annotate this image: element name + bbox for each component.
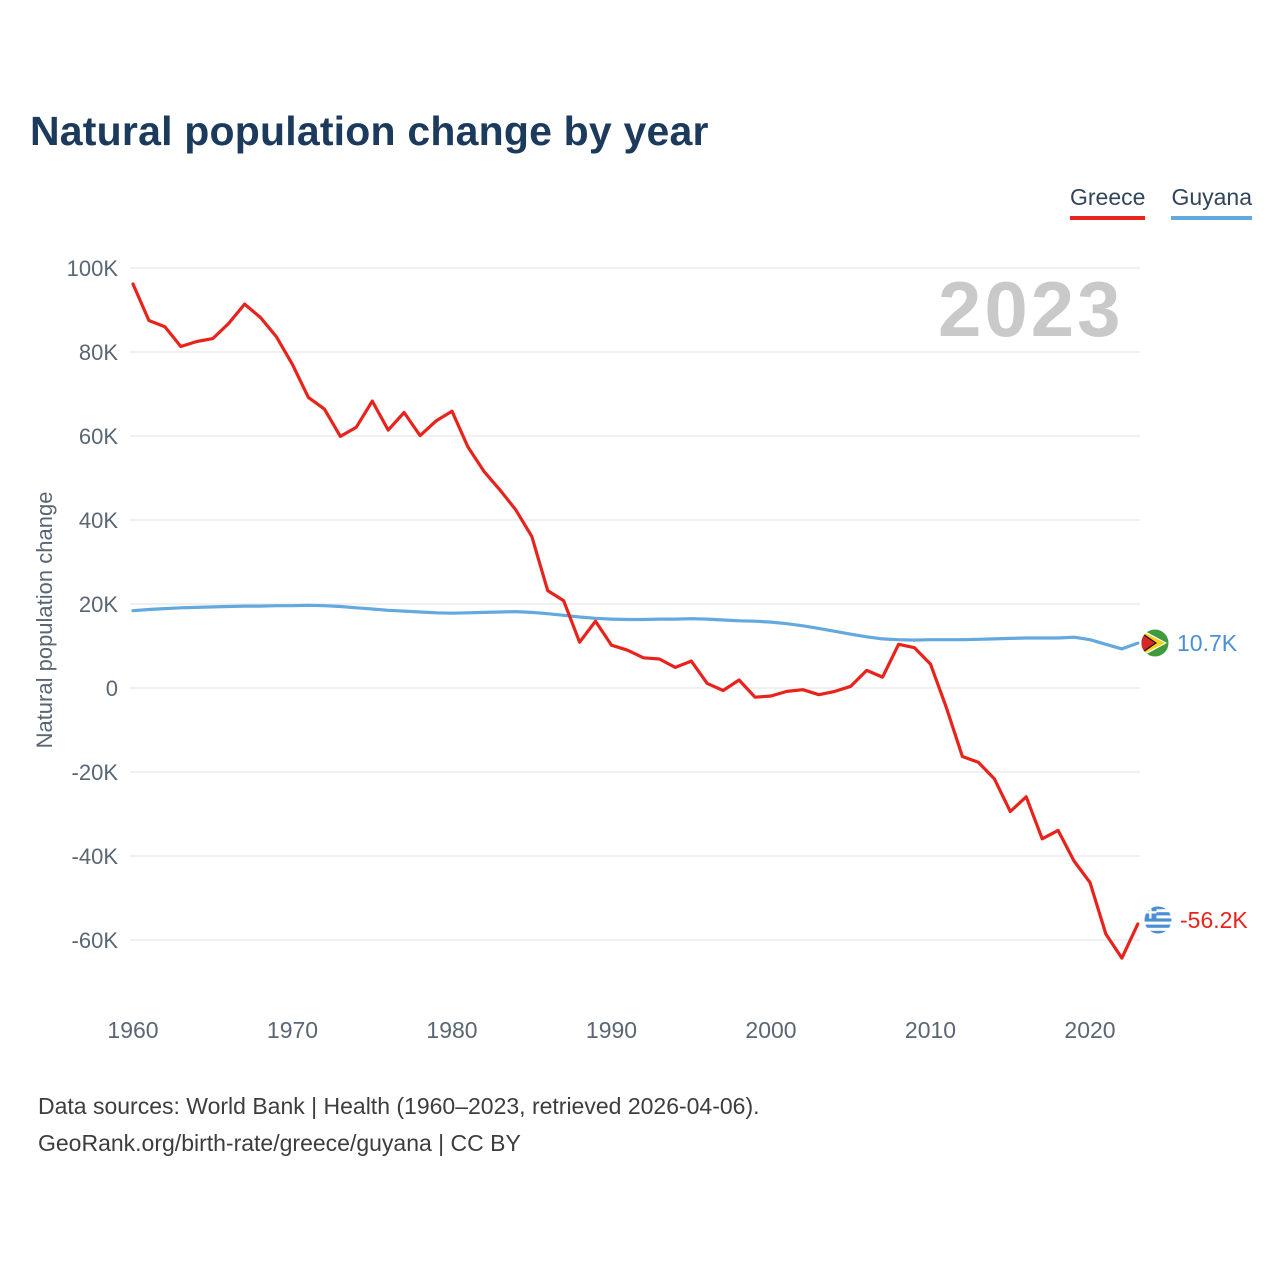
data-source-footer: Data sources: World Bank | Health (1960–…	[38, 1088, 760, 1162]
greece-line	[131, 282, 1140, 960]
guyana-end-label: 10.7K	[1141, 629, 1237, 657]
legend-item-greece[interactable]: Greece	[1070, 184, 1146, 220]
x-tick-label: 2010	[905, 1017, 956, 1043]
guyana-flag-icon	[1141, 629, 1169, 657]
y-tick-label: 60K	[79, 424, 118, 449]
x-tick-label: 1970	[267, 1017, 318, 1043]
legend-item-guyana[interactable]: Guyana	[1171, 184, 1252, 220]
x-tick-label: 1990	[586, 1017, 637, 1043]
footer-line-1: Data sources: World Bank | Health (1960–…	[38, 1093, 760, 1119]
guyana-end-value: 10.7K	[1177, 629, 1238, 656]
y-tick-label: -60K	[72, 928, 119, 953]
guyana-line	[131, 603, 1140, 651]
y-tick-label: 40K	[79, 508, 118, 533]
legend: Greece Guyana	[1070, 184, 1252, 220]
x-tick-label: 2000	[745, 1017, 796, 1043]
y-tick-label: -20K	[72, 760, 119, 785]
y-tick-label: 0	[106, 676, 118, 701]
x-tick-label: 1980	[426, 1017, 477, 1043]
page-title: Natural population change by year	[30, 108, 709, 154]
greece-end-label: -56.2K	[1144, 906, 1248, 934]
year-watermark: 2023	[938, 265, 1124, 353]
x-tick-label: 2020	[1064, 1017, 1115, 1043]
y-tick-label: -40K	[72, 844, 119, 869]
footer-line-2: GeoRank.org/birth-rate/greece/guyana | C…	[38, 1130, 521, 1156]
greece-flag-icon	[1144, 906, 1172, 934]
x-tick-label: 1960	[107, 1017, 158, 1043]
y-tick-label: 100K	[67, 256, 119, 281]
greece-end-value: -56.2K	[1180, 906, 1248, 933]
y-tick-label: 20K	[79, 592, 118, 617]
y-tick-label: 80K	[79, 340, 118, 365]
